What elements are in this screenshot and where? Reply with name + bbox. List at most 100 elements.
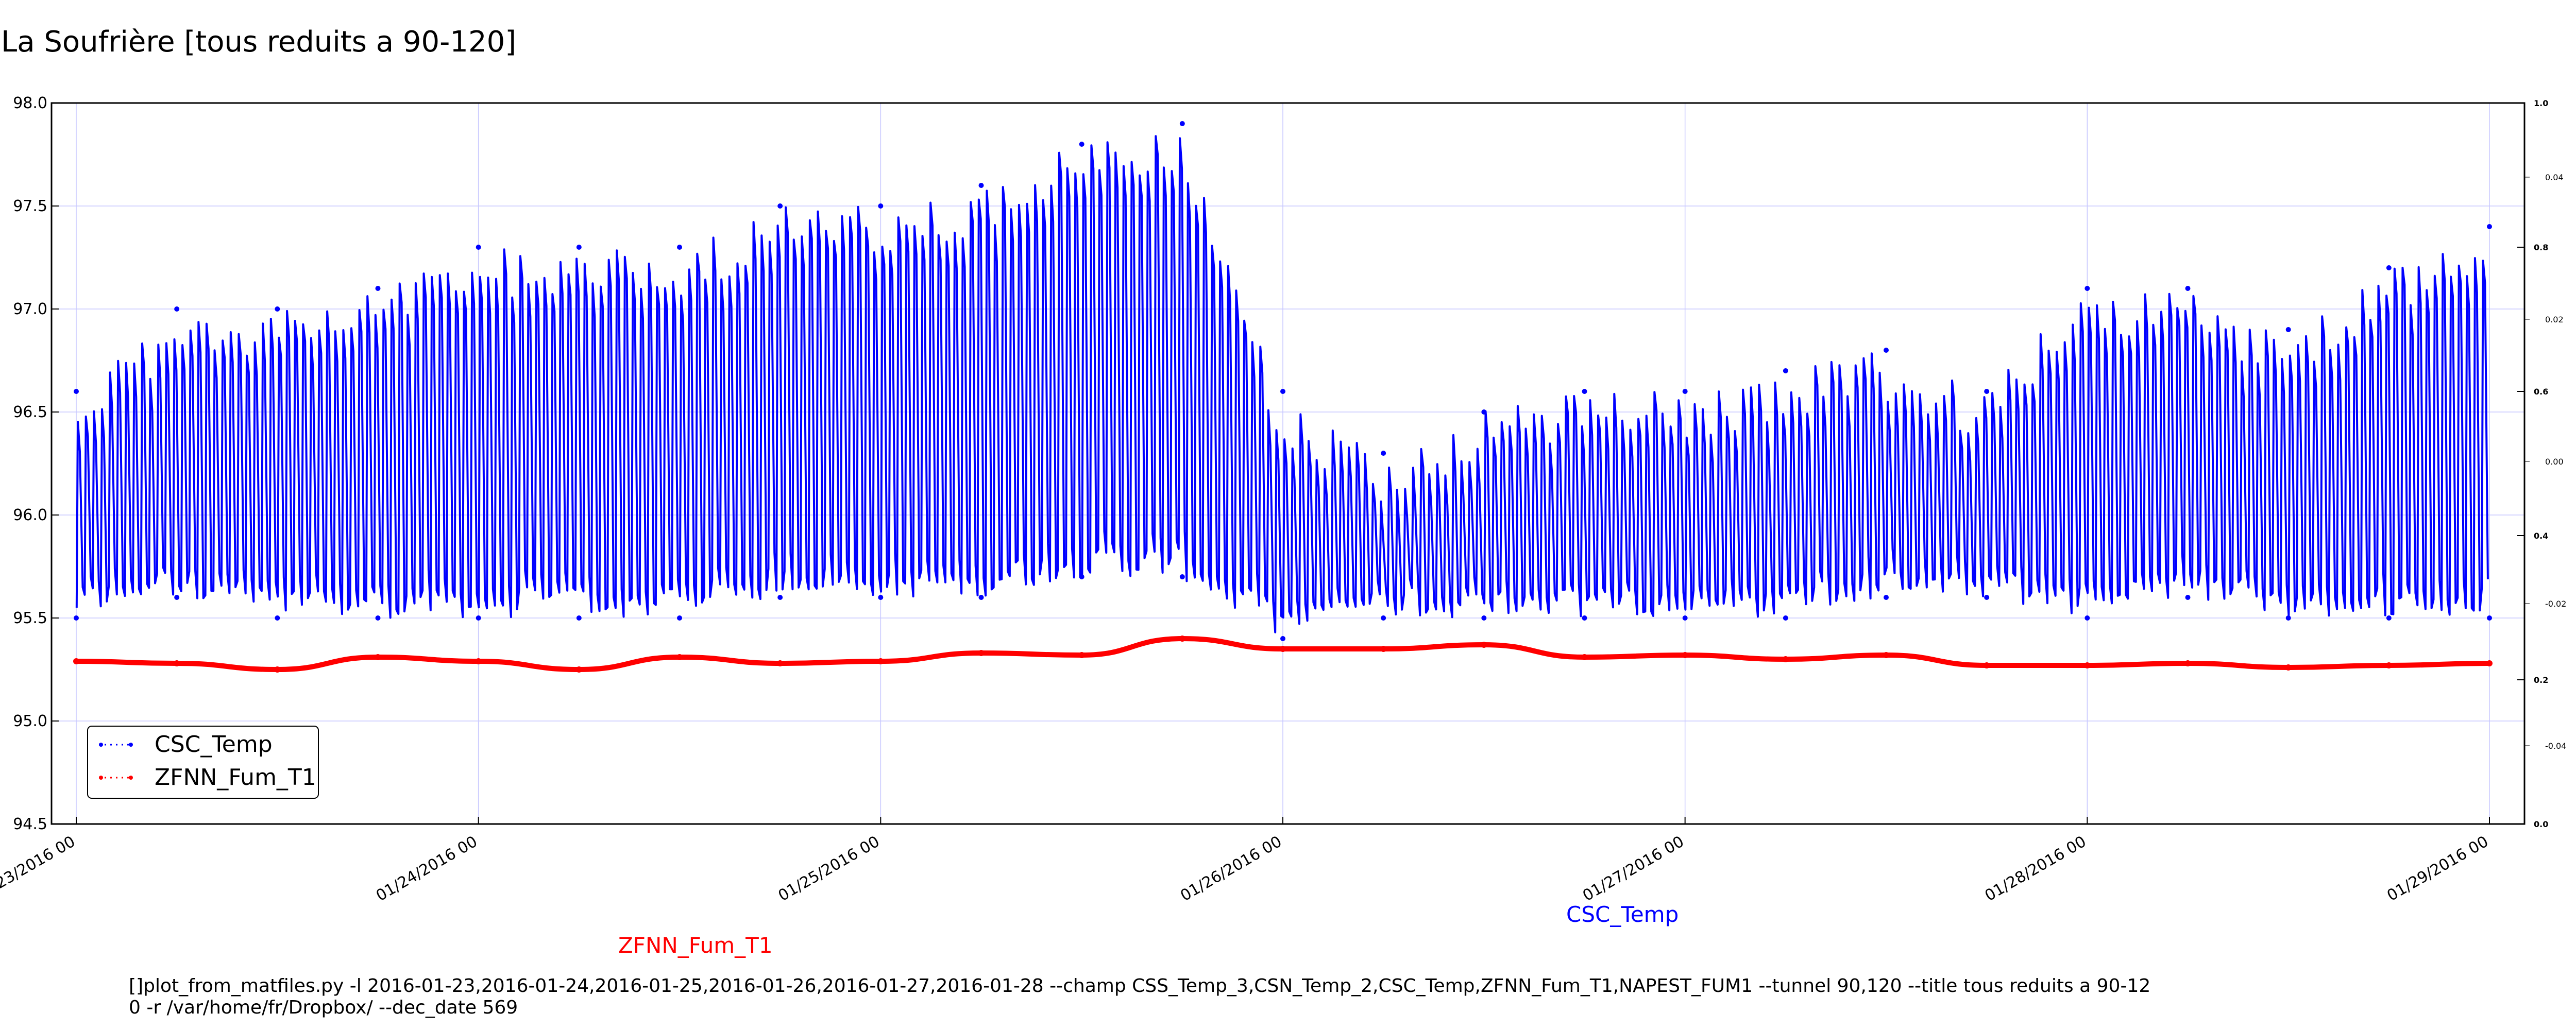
data-point-csc-temp-low bbox=[777, 595, 783, 600]
data-point-zfnn-fum-t1 bbox=[1782, 656, 1789, 662]
legend-label-csc-temp: CSC_Temp bbox=[155, 731, 273, 758]
y-tick-label: 97.5 bbox=[13, 197, 47, 215]
right-minor-tick-label: -0.02 bbox=[2545, 599, 2566, 609]
y-tick-label: 94.5 bbox=[13, 815, 47, 833]
data-point-zfnn-fum-t1 bbox=[2285, 664, 2292, 671]
annotation-blue-label: CSC_Temp bbox=[1566, 902, 1679, 927]
right-minor-tick-label: -0.04 bbox=[2545, 741, 2566, 751]
right-minor-tick-label: 0.04 bbox=[2545, 173, 2564, 182]
plot-frame bbox=[50, 102, 2526, 825]
data-point-csc-temp-low bbox=[275, 615, 280, 621]
data-point-csc-temp-low bbox=[2084, 615, 2090, 621]
data-point-csc-temp-high bbox=[777, 203, 783, 209]
data-point-zfnn-fum-t1 bbox=[2084, 662, 2091, 668]
data-point-csc-temp-high bbox=[1381, 451, 1386, 456]
right-tick-label: 0.6 bbox=[2534, 387, 2548, 397]
series-zfnn-fum-t1 bbox=[73, 636, 2493, 673]
data-point-csc-temp-low bbox=[978, 595, 984, 600]
data-point-zfnn-fum-t1 bbox=[1682, 652, 1688, 658]
data-point-csc-temp-high bbox=[576, 245, 582, 250]
legend-label-zfnn-fum-t1: ZFNN_Fum_T1 bbox=[155, 764, 316, 791]
data-point-csc-temp-high bbox=[375, 286, 381, 291]
right-axis: 0.0 0.2 0.4 0.6 0.8 1.0 -0.04 -0.02 0.00 0.02 0.04 bbox=[2517, 98, 2566, 829]
data-point-csc-temp-low bbox=[2487, 615, 2492, 621]
data-point-csc-temp-high bbox=[1984, 389, 1990, 394]
series-line-csc-temp bbox=[75, 135, 2489, 633]
data-point-zfnn-fum-t1 bbox=[1883, 652, 1889, 658]
data-point-csc-temp-high bbox=[1682, 389, 1688, 394]
data-point-csc-temp-high bbox=[677, 245, 682, 250]
legend-marker-zfnn-fum-t1 bbox=[99, 776, 103, 780]
y-tick-label: 95.0 bbox=[13, 712, 47, 730]
legend-marker-zfnn-fum-t1-end bbox=[129, 776, 133, 780]
chart-title: La Soufrière [tous reduits a 90-120] bbox=[1, 25, 516, 59]
data-point-csc-temp-high bbox=[2285, 327, 2291, 332]
x-tick-label: 01/27/2016 00 bbox=[1580, 833, 1687, 905]
data-point-csc-temp-high bbox=[2084, 286, 2090, 291]
data-point-csc-temp-low bbox=[1280, 636, 1285, 641]
y-tick-label: 95.5 bbox=[13, 609, 47, 627]
data-point-zfnn-fum-t1 bbox=[475, 658, 482, 664]
data-point-zfnn-fum-t1 bbox=[174, 660, 180, 666]
right-tick-label: 0.8 bbox=[2534, 243, 2548, 252]
data-point-zfnn-fum-t1 bbox=[1481, 642, 1487, 648]
data-point-csc-temp-low bbox=[878, 595, 884, 600]
data-point-zfnn-fum-t1 bbox=[1280, 646, 1286, 652]
data-point-csc-temp-high bbox=[2386, 265, 2392, 270]
x-tick-label: 01/24/2016 00 bbox=[373, 833, 481, 905]
y-tick-label: 96.5 bbox=[13, 403, 47, 421]
data-point-zfnn-fum-t1 bbox=[877, 658, 884, 664]
data-point-csc-temp-high bbox=[74, 389, 79, 394]
data-point-csc-temp-low bbox=[74, 615, 79, 621]
annotation-red-label: ZFNN_Fum_T1 bbox=[618, 933, 773, 958]
data-point-csc-temp-low bbox=[2386, 615, 2392, 621]
data-point-zfnn-fum-t1 bbox=[676, 654, 683, 660]
legend-box bbox=[87, 726, 319, 799]
data-point-csc-temp-high bbox=[2185, 286, 2191, 291]
x-axis: 01/23/2016 00 01/24/2016 00 01/25/2016 00 0… bbox=[0, 817, 2492, 905]
data-point-csc-temp-low bbox=[2185, 595, 2191, 600]
data-point-zfnn-fum-t1 bbox=[1380, 646, 1387, 652]
data-point-zfnn-fum-t1 bbox=[1984, 662, 1990, 668]
data-point-csc-temp-low bbox=[1381, 615, 1386, 621]
data-point-csc-temp-low bbox=[1481, 615, 1487, 621]
data-point-csc-temp-low bbox=[375, 615, 381, 621]
legend-marker-csc-temp-end bbox=[129, 743, 133, 747]
data-point-zfnn-fum-t1 bbox=[777, 660, 784, 666]
right-tick-label: 0.0 bbox=[2534, 819, 2548, 829]
right-minor-tick-label: 0.02 bbox=[2545, 315, 2564, 324]
right-minor-tick-label: 0.00 bbox=[2545, 457, 2564, 467]
y-tick-label: 98.0 bbox=[13, 94, 47, 112]
data-point-csc-temp-high bbox=[1280, 389, 1285, 394]
data-point-csc-temp-high bbox=[1783, 368, 1788, 373]
data-point-zfnn-fum-t1 bbox=[2385, 662, 2392, 668]
data-point-zfnn-fum-t1 bbox=[2184, 660, 2191, 666]
legend: CSC_Temp ZFNN_Fum_T1 bbox=[87, 726, 319, 799]
data-point-zfnn-fum-t1 bbox=[375, 654, 381, 660]
x-tick-label: 01/29/2016 00 bbox=[2384, 833, 2492, 905]
data-point-csc-temp-low bbox=[1783, 615, 1788, 621]
command-line-text: []plot_from_matfiles.py -l 2016-01-23,20… bbox=[129, 975, 2151, 1018]
data-point-csc-temp-low bbox=[174, 595, 180, 600]
x-tick-label: 01/25/2016 00 bbox=[775, 833, 883, 905]
x-tick-label: 01/28/2016 00 bbox=[1982, 833, 2090, 905]
data-point-zfnn-fum-t1 bbox=[2486, 660, 2493, 666]
data-point-csc-temp-low bbox=[1582, 615, 1587, 621]
data-point-zfnn-fum-t1 bbox=[1078, 652, 1085, 658]
data-point-zfnn-fum-t1 bbox=[1179, 636, 1185, 642]
data-point-csc-temp-high bbox=[174, 306, 180, 312]
data-point-csc-temp-low bbox=[576, 615, 582, 621]
data-point-csc-temp-high bbox=[878, 203, 884, 209]
data-point-zfnn-fum-t1 bbox=[978, 650, 985, 656]
data-point-csc-temp-high bbox=[1179, 121, 1185, 126]
right-tick-label: 1.0 bbox=[2534, 98, 2548, 108]
series-csc-temp bbox=[74, 121, 2492, 641]
data-point-zfnn-fum-t1 bbox=[274, 666, 281, 673]
data-point-csc-temp-high bbox=[275, 306, 280, 312]
y-tick-label: 97.0 bbox=[13, 300, 47, 318]
data-point-csc-temp-low bbox=[2285, 615, 2291, 621]
data-point-csc-temp-high bbox=[2487, 224, 2492, 229]
data-point-csc-temp-low bbox=[476, 615, 481, 621]
data-point-csc-temp-high bbox=[476, 245, 481, 250]
